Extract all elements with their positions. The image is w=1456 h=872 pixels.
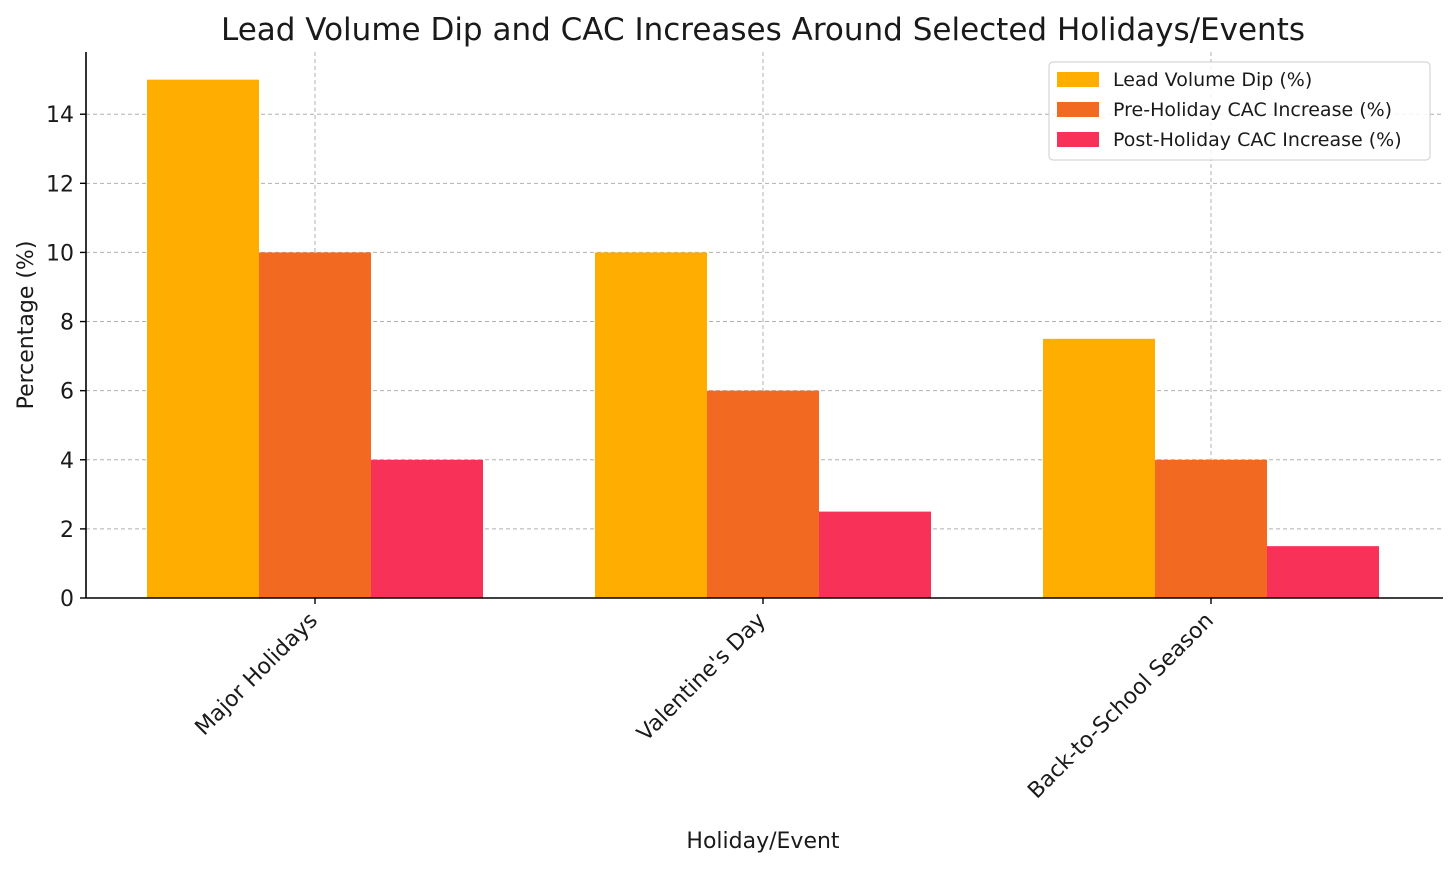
y-tick-label: 12 bbox=[46, 172, 74, 197]
y-tick-label: 2 bbox=[60, 518, 74, 543]
legend-label: Pre-Holiday CAC Increase (%) bbox=[1113, 99, 1392, 121]
bar-back-to-school-season-series-3 bbox=[1267, 546, 1379, 598]
bar-major-holidays-series-2 bbox=[259, 252, 371, 599]
y-tick-label: 10 bbox=[46, 241, 74, 266]
x-tick-label: Major Holidays bbox=[191, 608, 323, 740]
bar-valentine-s-day-series-3 bbox=[819, 511, 931, 598]
y-tick-label: 6 bbox=[60, 380, 74, 405]
legend-frame bbox=[1048, 61, 1431, 161]
x-tick-labels: Major Holidays Valentine's Day Back-to-Sch… bbox=[191, 598, 1219, 804]
chart-title: Lead Volume Dip and CAC Increases Around… bbox=[221, 12, 1305, 48]
bars bbox=[147, 79, 1379, 599]
y-tick-label: 14 bbox=[46, 103, 74, 128]
y-tick-label: 0 bbox=[60, 587, 74, 612]
legend-swatch bbox=[1057, 102, 1099, 117]
bar-back-to-school-season-series-2 bbox=[1155, 459, 1267, 598]
x-tick-label: Valentine's Day bbox=[633, 608, 771, 746]
bar-major-holidays-series-1 bbox=[147, 79, 259, 598]
legend-label: Post-Holiday CAC Increase (%) bbox=[1113, 129, 1402, 151]
y-tick-label: 4 bbox=[60, 449, 74, 474]
bar-valentine-s-day-series-1 bbox=[595, 252, 707, 599]
bar-back-to-school-season-series-1 bbox=[1043, 338, 1155, 598]
legend-swatch bbox=[1057, 132, 1099, 147]
bar-valentine-s-day-series-2 bbox=[707, 390, 819, 598]
x-axis-label: Holiday/Event bbox=[686, 829, 840, 854]
x-tick-label: Back-to-School Season bbox=[1023, 608, 1219, 804]
y-axis-label: Percentage (%) bbox=[14, 241, 39, 410]
y-tick-labels: 0 2 4 6 8 10 12 14 bbox=[46, 103, 86, 612]
bar-major-holidays-series-3 bbox=[371, 459, 483, 598]
legend-swatch bbox=[1057, 72, 1099, 87]
legend: Lead Volume Dip (%) Pre-Holiday CAC Incre… bbox=[1048, 61, 1431, 161]
axes bbox=[85, 52, 1443, 599]
legend-label: Lead Volume Dip (%) bbox=[1113, 69, 1312, 91]
y-tick-label: 8 bbox=[60, 311, 74, 336]
